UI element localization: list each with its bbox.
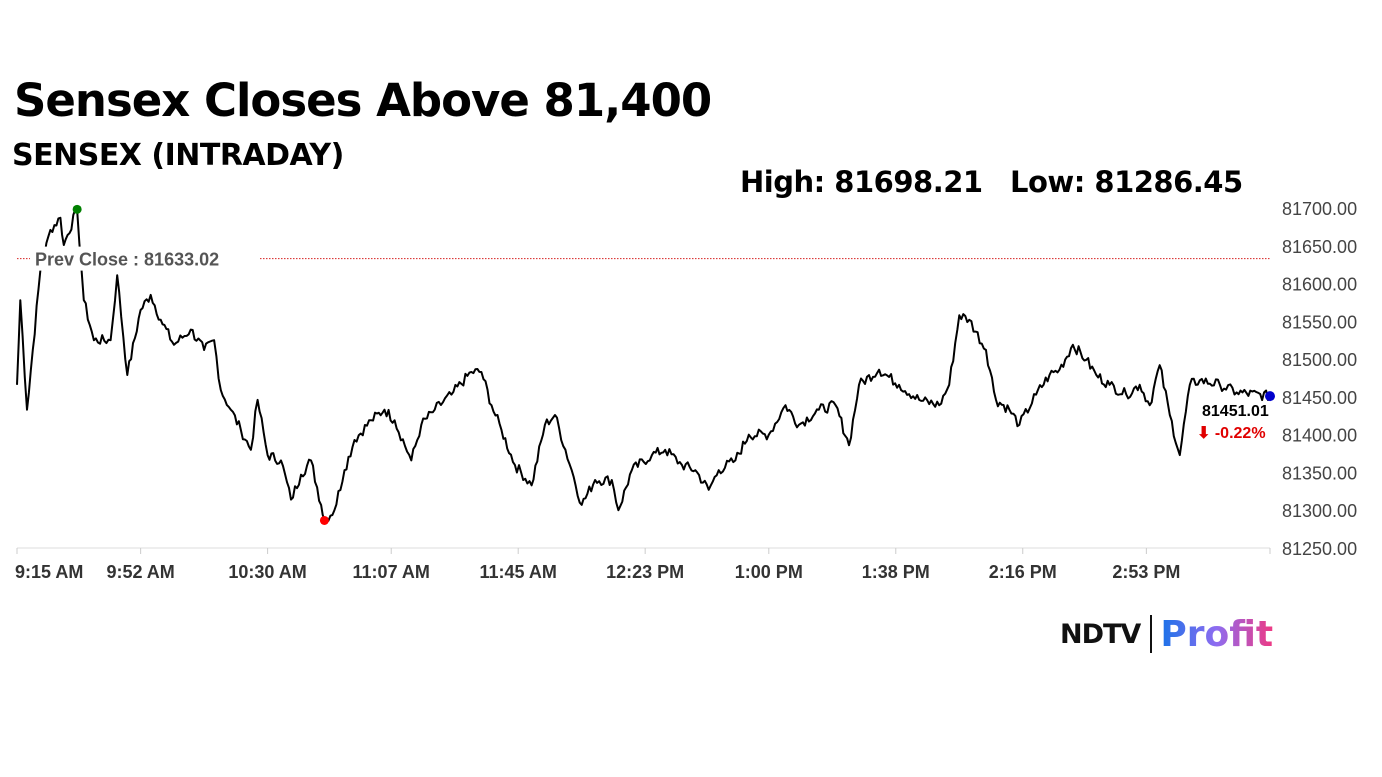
x-tick-label: 2:53 PM <box>1112 562 1180 582</box>
change-percent-label: ⬇ -0.22% <box>1197 425 1266 442</box>
low-value: Low: 81286.45 <box>1010 165 1243 199</box>
y-tick-label: 81450.00 <box>1282 388 1357 408</box>
chart-subtitle: SENSEX (INTRADAY) <box>12 138 344 173</box>
high-marker <box>72 204 82 214</box>
prev-close-label: Prev Close : 81633.02 <box>35 250 219 270</box>
price-line <box>16 208 1271 522</box>
x-tick-label: 1:00 PM <box>735 562 803 582</box>
last-price-label: 81451.01 <box>1202 403 1269 420</box>
y-tick-label: 81550.00 <box>1282 312 1357 332</box>
x-tick-label: 11:45 AM <box>480 562 557 582</box>
logo-ndtv: NDTV <box>1060 618 1141 650</box>
y-tick-label: 81650.00 <box>1282 237 1357 257</box>
y-tick-label: 81250.00 <box>1282 539 1357 559</box>
ndtv-profit-logo: NDTV Profit <box>1060 612 1273 656</box>
x-tick-label: 11:07 AM <box>353 562 430 582</box>
page-title: Sensex Closes Above 81,400 <box>14 74 712 127</box>
y-tick-label: 81500.00 <box>1282 350 1357 370</box>
prev-close-label-bg <box>30 246 260 271</box>
high-value: High: 81698.21 <box>740 165 983 199</box>
last-price-marker <box>1265 391 1275 402</box>
x-tick-label: 1:38 PM <box>862 562 930 582</box>
y-tick-label: 81600.00 <box>1282 275 1357 295</box>
x-tick-label: 2:16 PM <box>989 562 1057 582</box>
y-tick-label: 81700.00 <box>1282 199 1357 219</box>
y-tick-label: 81400.00 <box>1282 426 1357 446</box>
y-tick-label: 81300.00 <box>1282 501 1357 521</box>
logo-divider <box>1150 615 1153 653</box>
x-tick-label: 9:15 AM <box>15 562 83 582</box>
y-tick-label: 81350.00 <box>1282 463 1357 483</box>
x-tick-label: 10:30 AM <box>228 562 306 582</box>
x-tick-label: 9:52 AM <box>106 562 174 582</box>
low-marker <box>319 515 329 525</box>
x-tick-label: 12:23 PM <box>606 562 684 582</box>
logo-profit: Profit <box>1160 613 1274 655</box>
